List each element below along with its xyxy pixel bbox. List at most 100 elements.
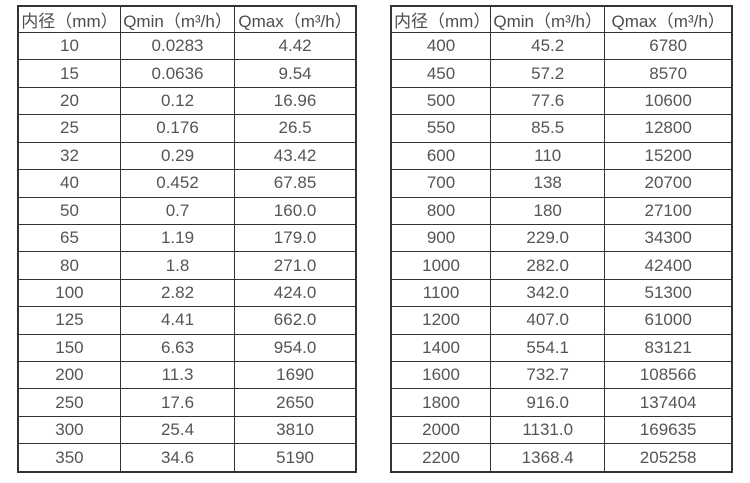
- table-cell: 57.2: [490, 59, 606, 88]
- table-row: 500 77.6 10600: [390, 86, 733, 116]
- table-cell: 26.5: [234, 114, 357, 143]
- table-cell: 1131.0: [490, 415, 606, 445]
- table-cell: 61000: [604, 306, 733, 335]
- table-cell: 1.8: [119, 251, 236, 280]
- table-cell: 2000: [390, 415, 492, 445]
- table-cell: 1600: [390, 361, 492, 390]
- table-cell: 40: [17, 169, 121, 198]
- table-cell: 10: [17, 31, 121, 61]
- table-header-row: 内径（mm） Qmin（m³/h） Qmax（m³/h）: [390, 5, 733, 33]
- table-cell: 65: [17, 223, 121, 253]
- table-cell: 8570: [604, 59, 733, 88]
- table-cell: 424.0: [234, 278, 357, 308]
- table-row: 125 4.41 662.0: [17, 306, 357, 335]
- table-row: 250 17.6 2650: [17, 388, 357, 417]
- table-cell: 15: [17, 59, 121, 88]
- table-cell: 6.63: [119, 333, 236, 363]
- table-cell: 229.0: [490, 223, 606, 253]
- table-row: 25 0.176 26.5: [17, 114, 357, 143]
- col-header-qmin: Qmin（m³/h）: [490, 5, 606, 33]
- table-cell: 205258: [604, 443, 733, 473]
- table-cell: 160.0: [234, 196, 357, 225]
- table-cell: 2.82: [119, 278, 236, 308]
- table-row: 2000 1131.0 169635: [390, 415, 733, 445]
- table-cell: 137404: [604, 388, 733, 417]
- table-cell: 138: [490, 169, 606, 198]
- table-row: 1100 342.0 51300: [390, 278, 733, 308]
- table-cell: 9.54: [234, 59, 357, 88]
- table-cell: 5190: [234, 443, 357, 473]
- table-cell: 50: [17, 196, 121, 225]
- table-cell: 0.29: [119, 141, 236, 171]
- table-cell: 32: [17, 141, 121, 171]
- flow-table-right: 内径（mm） Qmin（m³/h） Qmax（m³/h） 400 45.2 6780…: [390, 5, 733, 473]
- table-cell: 25.4: [119, 415, 236, 445]
- table-cell: 180: [490, 196, 606, 225]
- table-cell: 25: [17, 114, 121, 143]
- table-cell: 600: [390, 141, 492, 171]
- table-cell: 350: [17, 443, 121, 473]
- table-cell: 0.0283: [119, 31, 236, 61]
- table-row: 32 0.29 43.42: [17, 141, 357, 171]
- table-cell: 0.452: [119, 169, 236, 198]
- table-cell: 282.0: [490, 251, 606, 280]
- table-cell: 110: [490, 141, 606, 171]
- table-cell: 407.0: [490, 306, 606, 335]
- table-row: 1600 732.7 108566: [390, 361, 733, 390]
- table-cell: 0.176: [119, 114, 236, 143]
- table-cell: 200: [17, 361, 121, 390]
- table-row: 50 0.7 160.0: [17, 196, 357, 225]
- table-cell: 662.0: [234, 306, 357, 335]
- table-cell: 916.0: [490, 388, 606, 417]
- table-cell: 732.7: [490, 361, 606, 390]
- col-header-inner-diameter: 内径（mm）: [17, 5, 121, 33]
- table-cell: 1100: [390, 278, 492, 308]
- table-cell: 342.0: [490, 278, 606, 308]
- table-row: 1000 282.0 42400: [390, 251, 733, 280]
- table-cell: 0.0636: [119, 59, 236, 88]
- table-row: 700 138 20700: [390, 169, 733, 198]
- table-cell: 954.0: [234, 333, 357, 363]
- table-cell: 1400: [390, 333, 492, 363]
- table-cell: 550: [390, 114, 492, 143]
- table-row: 15 0.0636 9.54: [17, 59, 357, 88]
- table-cell: 400: [390, 31, 492, 61]
- table-cell: 83121: [604, 333, 733, 363]
- table-row: 400 45.2 6780: [390, 31, 733, 61]
- table-row: 20 0.12 16.96: [17, 86, 357, 116]
- table-row: 800 180 27100: [390, 196, 733, 225]
- table-cell: 2200: [390, 443, 492, 473]
- table-row: 1200 407.0 61000: [390, 306, 733, 335]
- table-row: 10 0.0283 4.42: [17, 31, 357, 61]
- table-cell: 169635: [604, 415, 733, 445]
- table-cell: 1690: [234, 361, 357, 390]
- col-header-qmax: Qmax（m³/h）: [234, 5, 357, 33]
- table-row: 2200 1368.4 205258: [390, 443, 733, 473]
- table-cell: 900: [390, 223, 492, 253]
- table-row: 450 57.2 8570: [390, 59, 733, 88]
- table-row: 200 11.3 1690: [17, 361, 357, 390]
- table-row: 40 0.452 67.85: [17, 169, 357, 198]
- col-header-inner-diameter: 内径（mm）: [390, 5, 492, 33]
- table-cell: 67.85: [234, 169, 357, 198]
- table-cell: 20: [17, 86, 121, 116]
- table-row: 300 25.4 3810: [17, 415, 357, 445]
- table-cell: 250: [17, 388, 121, 417]
- table-cell: 125: [17, 306, 121, 335]
- table-row: 65 1.19 179.0: [17, 223, 357, 253]
- table-cell: 1000: [390, 251, 492, 280]
- table-cell: 271.0: [234, 251, 357, 280]
- table-cell: 554.1: [490, 333, 606, 363]
- table-row: 80 1.8 271.0: [17, 251, 357, 280]
- table-cell: 1200: [390, 306, 492, 335]
- table-cell: 42400: [604, 251, 733, 280]
- table-row: 900 229.0 34300: [390, 223, 733, 253]
- table-cell: 1800: [390, 388, 492, 417]
- table-cell: 16.96: [234, 86, 357, 116]
- table-cell: 3810: [234, 415, 357, 445]
- table-cell: 179.0: [234, 223, 357, 253]
- table-row: 1400 554.1 83121: [390, 333, 733, 363]
- table-cell: 34.6: [119, 443, 236, 473]
- table-cell: 700: [390, 169, 492, 198]
- table-cell: 45.2: [490, 31, 606, 61]
